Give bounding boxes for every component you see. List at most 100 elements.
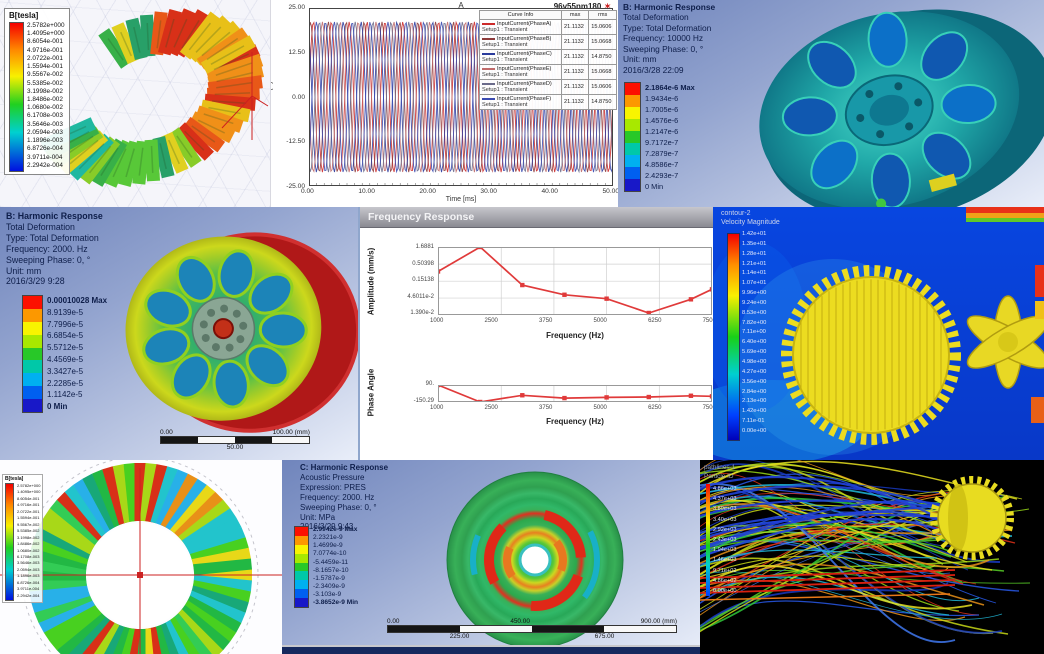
series-color-swatch [482,22,495,25]
colorbar-value: 1.42e+01 [742,231,767,237]
colorbar-value: 7.82e+00 [742,319,767,326]
frequency-response-titlebar[interactable]: Frequency Response [360,207,715,228]
tesla-colorbar: B[tesla] 2.5782e+000 1.4095e+000 8.6054e-0… [4,8,70,175]
colorbar-value: 2.43e+03 [713,537,737,544]
flywheel-3d-model[interactable] [0,207,358,460]
panel-polar-flux-density[interactable]: B[tesla] 2.5782e+000 1.4095e+000 8.6054e-0… [0,460,282,654]
curve-cell: 15.0606 [588,19,617,35]
colorbar-value: 2.9942e-9 Max [313,526,358,533]
header-line: Total Deformation [6,221,75,232]
pathlines-colorbar-title: pathlines-1 Particle ID [704,464,735,481]
colorbar-value: 2.92e+03 [713,526,737,533]
x-tick-label: 2500 [484,405,498,411]
colorbar-value: 1.4095e+000 [27,30,65,38]
colorbar-value: 3.1998e-002 [17,534,40,540]
colorbar-value: -1.5787e-9 [313,574,345,582]
curve-cell: InputCurrent(PhaseD) Setup1 : Transient [478,79,563,95]
tesla-colorbar-values: 2.5782e+000 1.4095e+000 8.6054e-001 4.9716e… [27,22,65,172]
header-line: Type: Total Deformation [623,22,712,33]
colorbar-value: 0.00e+00 [742,427,767,434]
panel-cfd-velocity-contour[interactable]: contour-2 Velocity Magnitude 1.42e+01 1.35… [713,207,1044,460]
colorbar-value: 7.2879e-7 [645,149,679,158]
y-tick-label: 25.00 [288,4,305,11]
x-tick-label: 10.00 [358,188,375,195]
header-line: Sweeping Phase: 0, ° [6,254,91,265]
y-tick-label: -25.00 [286,183,305,190]
header-line: Acoustic Pressure [300,472,365,482]
panel-harmonic-response-10000hz[interactable]: B: Harmonic Response Total Deformation Typ… [618,0,1044,207]
amplitude-plot-area[interactable] [438,247,712,315]
header-line: Frequency: 2000. Hz [300,492,375,502]
curve-row[interactable]: InputCurrent(PhaseC) Setup1 : Transient 21… [478,49,617,65]
colorbar-value: 0.00010028 Max [47,296,108,305]
curve-row[interactable]: InputCurrent(PhaseA) Setup1 : Transient 21… [478,19,617,35]
series-color-swatch [482,82,495,85]
header-line: 2016/3/29 9:43 [300,522,354,532]
curve-row[interactable]: InputCurrent(PhaseB) Setup1 : Transient 21… [478,34,617,50]
colorbar-value: 1.2147e-6 [645,127,679,136]
colorbar-value: 7.7996e-5 [47,319,84,329]
curve-cell: InputCurrent(PhaseA) Setup1 : Transient [478,19,563,35]
curve-cell: 21.1132 [561,19,590,35]
colorbar-value: 2.2942e-004 [27,161,63,169]
header-line: Frequency: 10000 Hz [623,33,704,44]
x-axis-label: Time [ms] [445,196,477,203]
colorbar-value: 2.0722e-001 [27,54,63,62]
acoustic-disc-3d-model[interactable] [282,460,700,654]
amplitude-axis-label-wrap: Amplitude (mm/s) [364,247,378,315]
deformation-colorbar: 2.1864e-6 Max 1.9434e-6 1.7005e-6 1.4576e-6… [624,82,695,192]
rotor-wheel-3d-model[interactable] [618,0,1044,207]
x-tick-label: 40.00 [541,188,558,195]
x-tick-label: 7500 [702,318,715,324]
cfd-contour-view[interactable] [713,207,1044,460]
colorbar-value: 1.4699e-9 [313,542,343,550]
phase-axis-label: Phase Angle [366,368,376,416]
phase-plot-area[interactable] [438,385,712,402]
curve-row[interactable]: InputCurrent(PhaseD) Setup1 : Transient 21… [478,79,617,95]
scale-ruler: 0.00 450.00 900.00 (mm) 225.00 675.00 [387,618,677,642]
colorbar-value: 3.5646e-003 [27,120,63,128]
x-tick-label: 1000 [430,405,444,411]
colorbar-value: 1.8486e-002 [27,95,63,103]
ruler-start: 0.00 [160,429,173,436]
colorbar-value: 4.86e+02 [713,577,737,584]
ruler-mid: 50.00 [226,444,244,451]
colorbar-value: 3.9711e-004 [27,153,63,161]
colorbar-value: 1.0680e-002 [17,547,40,553]
amplitude-axis-label: Amplitude (mm/s) [366,247,376,315]
x-tick-label: 6250 [648,318,662,324]
model-label: 96v55nm180 [553,2,602,11]
curve-row[interactable]: InputCurrent(PhaseF) Setup1 : Transient 21… [478,94,617,110]
curve-cell: 15.0668 [588,64,617,80]
x-tick-label: 20.00 [419,188,436,195]
colorbar-value: 6.6854e-5 [47,331,84,341]
panel-particle-pathlines[interactable]: pathlines-1 Particle ID 4.86e+03 4.37e+03 3… [700,460,1044,654]
pathlines-3d-view[interactable] [700,460,1044,654]
rms-header: rms [588,10,617,20]
colorbar-value: 3.40e+03 [713,516,737,523]
header-line: Type: Total Deformation [6,232,99,243]
panel-maxwell-torus-view[interactable]: B[tesla] 2.5782e+000 1.4095e+000 8.6054e-0… [0,0,270,207]
header-line: Expression: PRES [300,482,366,492]
x-tick-label: 3750 [539,405,553,411]
curve-info-table[interactable]: Curve Info max rms InputCurrent(PhaseA) S… [478,10,617,110]
colorbar-value: 5.5385e-002 [17,528,40,534]
colorbar-value: -2.3409e-9 [313,583,345,591]
colorbar-value: 2.0722e-001 [17,508,40,514]
y-tick-label: 1.6881 [415,244,434,250]
curve-row[interactable]: InputCurrent(PhaseE) Setup1 : Transient 21… [478,64,617,80]
panel-acoustic-pressure[interactable]: C: Harmonic Response Acoustic Pressure Exp… [282,460,700,654]
x-tick-label: 30.00 [480,188,497,195]
tesla-colorbar-title: B[tesla] [9,11,39,20]
colorbar-value: 3.3427e-5 [47,366,84,376]
colorbar-value: 1.5594e-001 [17,515,40,521]
colorbar-value: 1.4576e-6 [645,116,679,125]
result-header: B: Harmonic Response Total Deformation Typ… [623,2,715,75]
colorbar-value: 3.89e+03 [713,506,737,513]
curve-cell: InputCurrent(PhaseF) Setup1 : Transient [478,94,563,110]
x-tick-label: 5000 [593,405,607,411]
colorbar-value: 9.71e+02 [713,567,737,574]
colorbar-value: 2.2285e-5 [47,378,84,388]
panel-harmonic-response-2000hz[interactable]: B: Harmonic Response Total Deformation Typ… [0,207,358,460]
curve-cell: 14.8750 [588,94,617,110]
